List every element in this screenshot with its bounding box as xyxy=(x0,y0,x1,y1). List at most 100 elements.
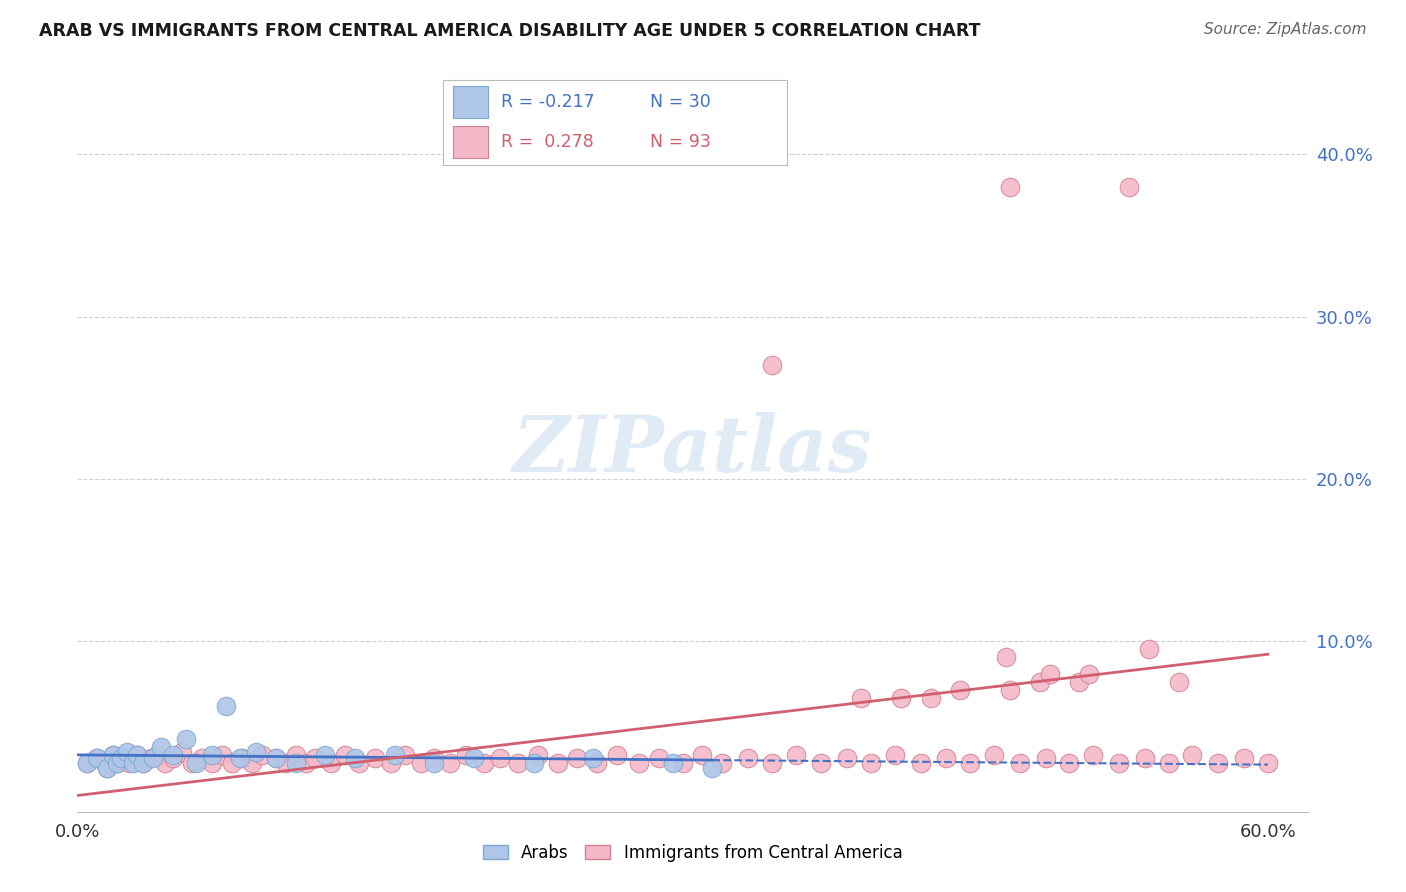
Point xyxy=(661,756,683,770)
Point xyxy=(1233,751,1256,765)
Point xyxy=(1206,756,1229,770)
Point xyxy=(737,751,759,765)
Point xyxy=(837,751,859,765)
Point xyxy=(394,747,416,762)
Point xyxy=(1167,674,1189,689)
Point xyxy=(191,751,214,765)
Point xyxy=(264,751,287,765)
Point xyxy=(201,747,224,762)
Point xyxy=(335,747,357,762)
Text: N = 93: N = 93 xyxy=(650,133,710,151)
Text: R =  0.278: R = 0.278 xyxy=(502,133,595,151)
Point xyxy=(648,751,671,765)
Point xyxy=(761,756,783,770)
Legend: Arabs, Immigrants from Central America: Arabs, Immigrants from Central America xyxy=(477,837,908,869)
Point xyxy=(245,745,267,759)
Point xyxy=(785,747,807,762)
Point xyxy=(221,756,243,770)
Point xyxy=(890,691,912,706)
Text: ZIPatlas: ZIPatlas xyxy=(513,412,872,489)
Text: ARAB VS IMMIGRANTS FROM CENTRAL AMERICA DISABILITY AGE UNDER 5 CORRELATION CHART: ARAB VS IMMIGRANTS FROM CENTRAL AMERICA … xyxy=(39,22,981,40)
Point xyxy=(118,756,141,770)
Point xyxy=(935,751,957,765)
Point xyxy=(384,747,406,762)
Point xyxy=(1078,666,1101,681)
Point xyxy=(105,756,128,770)
Point xyxy=(101,747,124,762)
Point xyxy=(380,756,402,770)
Point xyxy=(1069,674,1091,689)
Bar xyxy=(453,126,488,158)
Point xyxy=(920,691,942,706)
Point xyxy=(849,691,872,706)
Text: N = 30: N = 30 xyxy=(650,94,710,112)
Point xyxy=(439,756,461,770)
Point xyxy=(627,756,650,770)
Point xyxy=(1257,756,1279,770)
Point xyxy=(274,756,297,770)
Point xyxy=(304,751,326,765)
Point xyxy=(472,756,495,770)
Point xyxy=(883,747,905,762)
Point xyxy=(321,756,343,770)
Point xyxy=(105,756,128,770)
Point xyxy=(125,747,148,762)
Point xyxy=(456,747,478,762)
Point xyxy=(860,756,883,770)
Point xyxy=(347,756,370,770)
Point xyxy=(423,756,446,770)
Point xyxy=(284,756,307,770)
Point xyxy=(409,756,432,770)
Point xyxy=(910,756,932,770)
Point xyxy=(231,751,253,765)
Point xyxy=(229,751,252,765)
Point xyxy=(139,751,162,765)
Point xyxy=(314,747,336,762)
Bar xyxy=(453,87,488,119)
Point xyxy=(115,745,138,759)
Point xyxy=(489,751,512,765)
Point xyxy=(110,751,132,765)
Point xyxy=(463,751,485,765)
Point xyxy=(1137,642,1160,657)
Point xyxy=(702,761,724,775)
Point xyxy=(1028,674,1050,689)
Point xyxy=(949,682,972,697)
Point xyxy=(1035,751,1057,765)
Point xyxy=(153,756,176,770)
Point xyxy=(523,756,546,770)
Point xyxy=(142,751,165,765)
Point xyxy=(586,756,609,770)
Point xyxy=(101,747,124,762)
Point xyxy=(994,650,1017,665)
Point xyxy=(215,699,238,714)
Point xyxy=(264,751,287,765)
Point xyxy=(1118,179,1140,194)
Point xyxy=(76,756,98,770)
Point xyxy=(250,747,273,762)
Point xyxy=(125,747,148,762)
Point xyxy=(761,358,783,372)
Point xyxy=(96,761,118,775)
Point xyxy=(172,745,194,759)
Text: R = -0.217: R = -0.217 xyxy=(502,94,595,112)
Point xyxy=(181,756,204,770)
Point xyxy=(711,756,734,770)
Point xyxy=(176,731,198,746)
Point xyxy=(240,756,263,770)
Point xyxy=(122,756,145,770)
Point xyxy=(149,739,172,754)
Point xyxy=(86,751,108,765)
Point xyxy=(1133,751,1156,765)
Point xyxy=(86,751,108,765)
Point xyxy=(810,756,832,770)
Point xyxy=(294,756,316,770)
Point xyxy=(526,747,548,762)
Point xyxy=(211,747,233,762)
Point xyxy=(96,761,118,775)
Point xyxy=(132,756,155,770)
Point xyxy=(1157,756,1180,770)
Text: Source: ZipAtlas.com: Source: ZipAtlas.com xyxy=(1204,22,1367,37)
Point xyxy=(582,751,605,765)
Point xyxy=(547,756,569,770)
